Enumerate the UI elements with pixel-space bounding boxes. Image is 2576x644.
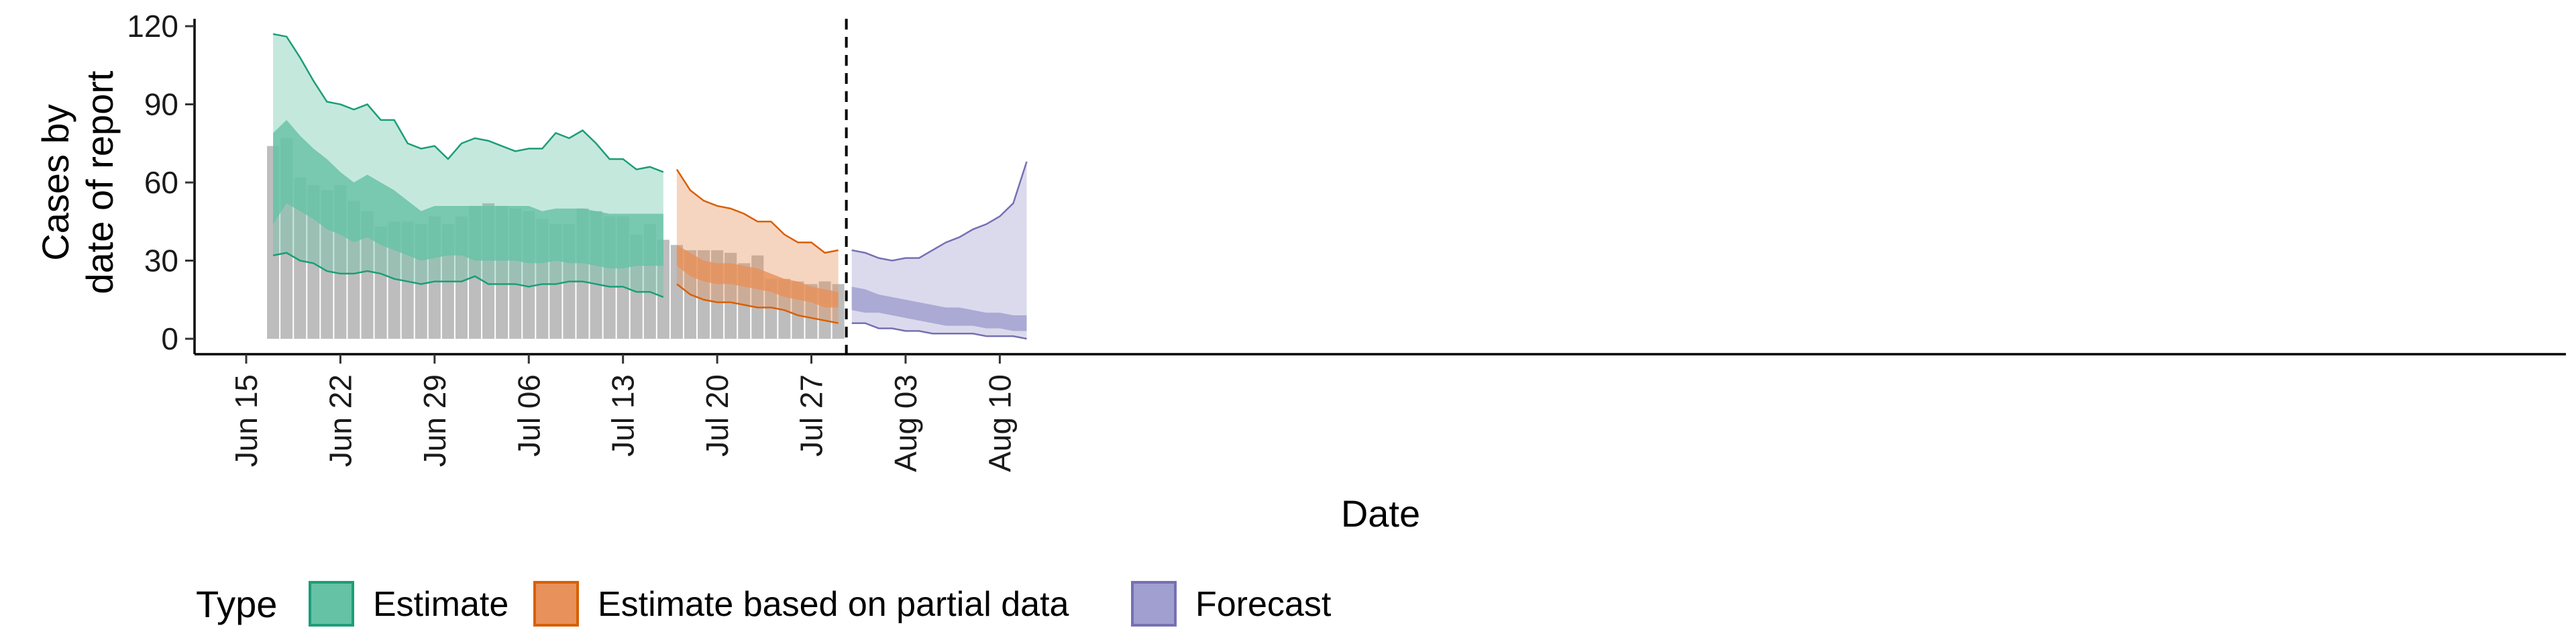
forecast-upper-line — [851, 161, 1028, 262]
legend-label-forecast: Forecast — [1195, 585, 1332, 624]
estimate-band-50 — [273, 119, 663, 269]
y-tick-label-90: 90 — [144, 87, 178, 122]
bar-2020-06-24 — [361, 211, 374, 339]
y-tick-label-30: 30 — [144, 244, 178, 278]
legend-key-estimate — [309, 581, 354, 627]
forecast-band-90 — [851, 161, 1027, 339]
bar-2020-06-20 — [307, 184, 320, 339]
legend-title: Type — [196, 583, 277, 625]
x-tick-label-2020-06-22: Jun 22 — [323, 374, 358, 467]
estimate-based-on-partial-data-band-50 — [676, 245, 839, 308]
y-tick-label-60: 60 — [144, 165, 178, 200]
axes-layer: 0 30 60 90 120 Jun 15 Jun 22 Jun 29 Jul 06 Jul 13… — [34, 9, 2566, 535]
forecast-lower-line — [851, 322, 1027, 340]
x-axis-title: Date — [1341, 492, 1420, 535]
x-tick-label-2020-07-20: Jul 20 — [700, 374, 735, 457]
x-tick-label-2020-08-03: Aug 03 — [888, 374, 923, 472]
legend-key-estimate-based-on-partial-data — [533, 581, 579, 627]
y-axis-title-line-1: Cases by — [34, 104, 76, 260]
forecast-band-50 — [851, 286, 1027, 331]
estimate-lower-line — [272, 252, 664, 299]
x-tick-label-2020-06-15: Jun 15 — [229, 374, 264, 467]
y-axis-title: Cases bydate of report — [34, 70, 121, 294]
bar-2020-06-25 — [374, 227, 387, 339]
estimate-upper-line — [272, 33, 664, 173]
x-tick-label-2020-08-10: Aug 10 — [982, 374, 1017, 472]
legend-label-estimate-based-on-partial-data: Estimate based on partial data — [598, 585, 1069, 624]
bar-2020-07-17 — [670, 245, 683, 339]
y-axis-title-line-2: date of report — [78, 70, 121, 294]
bar-2020-07-24 — [765, 278, 777, 339]
estimate-based-on-partial-data-upper-line — [676, 168, 839, 254]
x-tick-label-2020-07-27: Jul 27 — [794, 374, 829, 457]
estimate-based-on-partial-data-lower-line — [676, 283, 839, 324]
y-tick-label-120: 120 — [127, 9, 178, 44]
x-tick-label-2020-07-06: Jul 06 — [511, 374, 546, 457]
bands-layer — [272, 33, 1028, 340]
y-tick-label-0: 0 — [161, 321, 178, 356]
x-tick-label-2020-06-29: Jun 29 — [417, 374, 452, 467]
x-tick-label-2020-07-13: Jul 13 — [606, 374, 641, 457]
legend-label-estimate: Estimate — [373, 585, 508, 624]
legend-key-forecast — [1131, 581, 1177, 627]
bar-2020-06-19 — [294, 177, 307, 339]
legend-layer: Type Estimate Estimate based on partial da… — [196, 581, 1332, 627]
